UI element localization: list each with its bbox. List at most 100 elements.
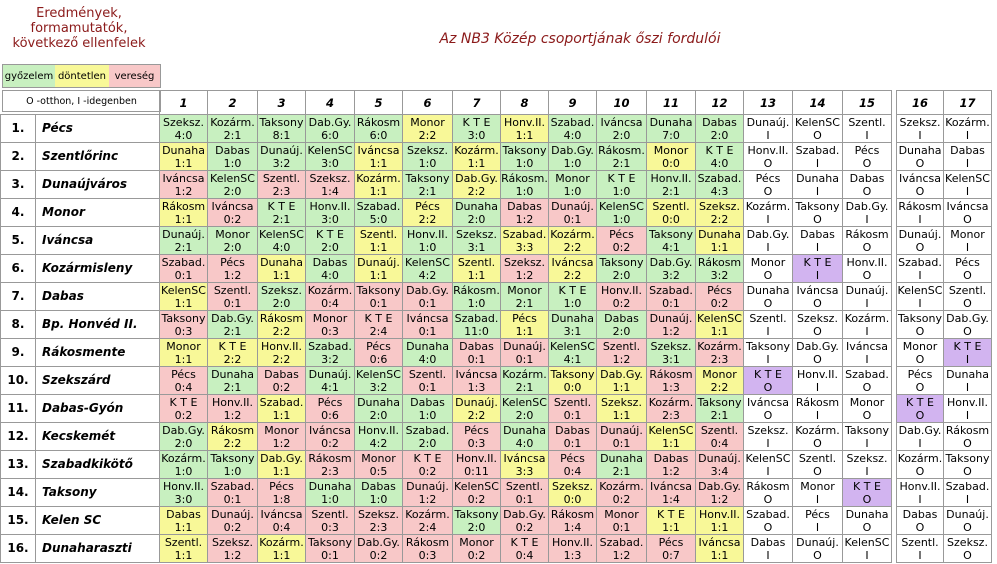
match-cell: Iváncsa 0:2 [207, 198, 258, 227]
opponent-name: Szabad. [898, 255, 942, 269]
opponent-name: Rákosm [161, 199, 206, 213]
match-result: 2:2 [563, 268, 582, 282]
match-cell: Dunaúj. 2:1 [159, 226, 208, 255]
match-result: I [865, 324, 869, 338]
match-cell: Monor 0:1 [596, 506, 647, 535]
match-cell: Taksony 0:0 [548, 366, 597, 395]
match-cell: Szabad. 4:0 [548, 114, 597, 143]
match-result: 0:2 [418, 464, 437, 478]
match-result: 6:0 [369, 128, 388, 142]
rank-cell: 12. [0, 422, 36, 451]
match-result: 1:1 [174, 156, 193, 170]
opponent-name: Szentl. [798, 451, 837, 465]
opponent-name: Rákosm. [453, 283, 500, 297]
match-result: 0:1 [515, 492, 534, 506]
opponent-name: Szeksz. [358, 507, 399, 521]
opponent-name: Pécs [415, 199, 440, 213]
match-cell: Honv.II. 1:1 [500, 114, 549, 143]
match-cell: Monor 1:1 [159, 338, 208, 367]
match-result: 2:0 [418, 436, 437, 450]
opponent-name: Szabad. [308, 339, 352, 353]
round-header: 3 [257, 90, 306, 115]
match-cell: K T E 2:0 [305, 226, 355, 255]
match-cell: Honv.II. 0:11 [452, 450, 501, 479]
opponent-name: Taksony [356, 283, 401, 297]
match-cell: Monor 2:2 [402, 114, 453, 143]
opponent-name: Dab.Gy. [503, 507, 546, 521]
rank-cell: 8. [0, 310, 36, 339]
match-cell: Pécs 0:4 [159, 366, 208, 395]
match-cell: Szeksz. 1:2 [207, 534, 258, 563]
opponent-name: KelenSC [945, 171, 990, 185]
opponent-name: Dunaha [551, 311, 594, 325]
match-result: 2:2 [710, 380, 729, 394]
opponent-name: Szeksz. [947, 535, 988, 549]
match-result: 1:0 [223, 156, 242, 170]
match-cell: Dabas I [743, 534, 793, 563]
match-result: 1:0 [563, 296, 582, 310]
match-result: 2:3 [272, 184, 291, 198]
match-result: 1:0 [174, 464, 193, 478]
match-result: 2:4 [418, 520, 437, 534]
match-cell: KelenSC I [943, 170, 992, 199]
match-result: 1:1 [662, 436, 680, 450]
match-result: 1:2 [662, 464, 680, 478]
match-cell: KelenSC 1:1 [695, 310, 744, 339]
opponent-name: Taksony [405, 171, 450, 185]
match-result: I [965, 492, 970, 506]
match-cell: Rákosm 3:2 [695, 254, 744, 283]
table-row: 10. Szekszárd Pécs 0:4 Dunaha 2:1 Dabas 0:2 Duna… [0, 366, 992, 395]
opponent-name: Honv.II. [503, 115, 546, 129]
match-cell: Szeksz. I [743, 422, 793, 451]
opponent-name: Szeksz. [261, 283, 302, 297]
opponent-name: Dab.Gy. [898, 423, 942, 437]
match-result: 4:0 [515, 436, 534, 450]
table-row: 6. Kozármisleny Szabad. 0:1 Pécs 1:2 Dunaha 1:1… [0, 254, 992, 283]
match-cell: Szentl. 2:3 [257, 170, 306, 199]
match-cell: Pécs 1:1 [500, 310, 549, 339]
match-result: 1:1 [662, 520, 680, 534]
match-cell: Dunaúj. I [743, 114, 793, 143]
opponent-name: Dunaúj. [796, 535, 839, 549]
round-header: 12 [695, 90, 744, 115]
opponent-name: KelenSC [550, 339, 595, 353]
match-cell: Rákosm 0:3 [402, 534, 453, 563]
match-cell: Szentl. O [792, 450, 843, 479]
opponent-name: Iváncsa [455, 367, 498, 381]
match-cell: K T E 2:1 [257, 198, 306, 227]
table-row: 8. Bp. Honvéd II. Taksony 0:3 Dab.Gy. 2:1 Ráko… [0, 310, 992, 339]
opponent-name: Dab.Gy. [946, 311, 989, 325]
opponent-name: Honv.II. [747, 143, 789, 157]
opponent-name: Pécs [512, 311, 537, 325]
match-result: O [963, 464, 972, 478]
match-result: I [766, 212, 770, 226]
opponent-name: Szentl. [652, 199, 690, 213]
opponent-name: K T E [607, 171, 636, 185]
opponent-name: Pécs [269, 479, 294, 493]
match-cell: Iváncsa 1:1 [695, 534, 744, 563]
opponent-name: Dabas [507, 199, 542, 213]
team-name: Dabas [35, 282, 160, 311]
opponent-name: Dunaha [503, 423, 546, 437]
opponent-name: Monor [849, 395, 885, 409]
match-cell: Szentl. 1:1 [159, 534, 208, 563]
match-result: 4:2 [369, 436, 388, 450]
match-result: 1:1 [369, 240, 388, 254]
opponent-name: Szentl. [948, 283, 987, 297]
match-result: 0:3 [321, 520, 339, 534]
match-cell: Dabas I [943, 142, 992, 171]
opponent-name: Szeksz. [552, 479, 593, 493]
match-cell: Dab.Gy. 3:2 [646, 254, 696, 283]
match-cell: Taksony 4:1 [646, 226, 696, 255]
match-cell: Dab.Gy. 1:1 [596, 366, 647, 395]
opponent-name: KelenSC [795, 115, 840, 129]
match-result: 2:2 [467, 408, 486, 422]
table-row: 11. Dabas-Gyón K T E 0:2 Honv.II. 1:2 Szabad. 1… [0, 394, 992, 423]
opponent-name: K T E [558, 283, 587, 297]
match-cell: Monor O [896, 338, 944, 367]
match-cell: Honv.II. 2:1 [646, 170, 696, 199]
opponent-name: Szeksz. [846, 451, 888, 465]
match-result: 1:1 [710, 548, 729, 562]
match-result: 2:0 [174, 436, 193, 450]
opponent-name: Dunaúj. [211, 507, 254, 521]
